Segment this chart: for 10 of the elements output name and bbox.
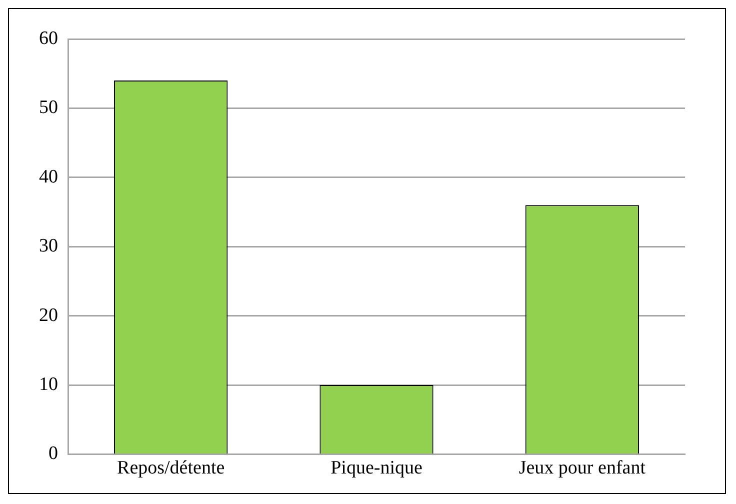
y-tick-label: 50 bbox=[39, 97, 58, 118]
y-tick-label: 40 bbox=[39, 166, 58, 188]
x-tick-label: Repos/détente bbox=[117, 458, 225, 479]
y-tick-label: 60 bbox=[39, 28, 58, 49]
y-tick-label: 0 bbox=[48, 443, 58, 464]
y-tick-label: 10 bbox=[39, 374, 58, 395]
x-tick-label: Pique-nique bbox=[330, 458, 422, 479]
y-tick-label: 30 bbox=[39, 236, 58, 257]
x-tick-label: Jeux pour enfant bbox=[518, 458, 646, 479]
y-tick-label: 20 bbox=[39, 304, 58, 326]
